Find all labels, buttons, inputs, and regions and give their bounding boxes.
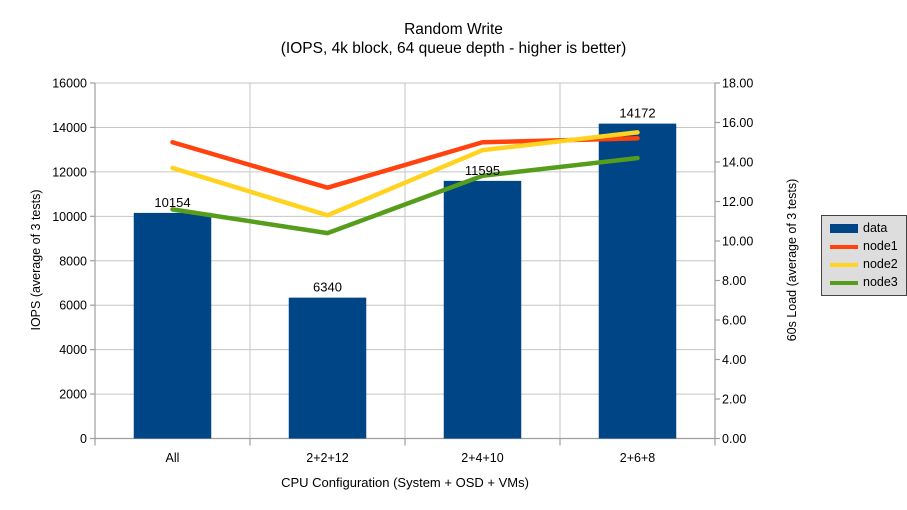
line-node3 [170, 155, 640, 236]
left-axis-tick-label: 6000 [59, 299, 87, 313]
right-axis-tick-label: 14.00 [722, 156, 753, 170]
chart-title: Random Write [404, 21, 503, 38]
legend: data node1 node2 node3 [821, 215, 907, 296]
right-axis-tick-label: 2.00 [722, 393, 746, 407]
left-axis-tick-label: 8000 [59, 254, 87, 268]
legend-item-node2: node2 [830, 258, 898, 271]
legend-label: node3 [863, 275, 898, 289]
category-label: 2+2+12 [306, 451, 348, 465]
legend-label: node2 [863, 257, 898, 271]
legend-swatch-node1 [830, 244, 858, 249]
right-axis-tick-label: 18.00 [722, 77, 753, 91]
right-axis-tick-label: 8.00 [722, 274, 746, 288]
right-axis-tick-label: 10.00 [722, 235, 753, 249]
left-axis-tick-label: 4000 [59, 343, 87, 357]
category-label: 2+4+10 [461, 451, 503, 465]
legend-item-data: data [830, 222, 898, 235]
legend-label: node1 [863, 239, 898, 253]
bar-data-label: 6340 [313, 280, 342, 295]
right-axis-tick-label: 0.00 [722, 432, 746, 446]
left-axis-tick-label: 16000 [52, 77, 87, 91]
right-axis-tick-label: 4.00 [722, 353, 746, 367]
bar-data [288, 297, 367, 439]
legend-swatch-node2 [830, 262, 858, 267]
legend-item-node3: node3 [830, 276, 898, 289]
legend-label: data [863, 221, 888, 235]
bar-data [133, 212, 212, 439]
right-axis-tick-label: 6.00 [722, 314, 746, 328]
bar-data [598, 123, 677, 439]
legend-swatch-node3 [830, 280, 858, 285]
x-axis-title: CPU Configuration (System + OSD + VMs) [281, 475, 529, 490]
left-axis-tick-label: 14000 [52, 121, 87, 135]
legend-swatch-data [830, 224, 858, 233]
left-axis-tick-label: 0 [80, 432, 87, 446]
category-label: 2+6+8 [620, 451, 656, 465]
category-label: All [166, 451, 180, 465]
chart-subtitle: (IOPS, 4k block, 64 queue depth - higher… [280, 40, 627, 57]
left-axis-tick-label: 10000 [52, 210, 87, 224]
left-axis-tick-label: 2000 [59, 388, 87, 402]
bar-data-label: 14172 [619, 106, 655, 121]
bar-data-label: 11595 [465, 163, 500, 178]
right-axis-tick-label: 16.00 [722, 116, 753, 130]
line-node2 [170, 130, 640, 218]
bar-data-label: 10154 [154, 195, 190, 210]
legend-item-node1: node1 [830, 240, 898, 253]
bar-data [443, 180, 522, 439]
right-axis-tick-label: 12.00 [722, 195, 753, 209]
left-axis-tick-label: 12000 [52, 165, 87, 179]
chart-title-block: Random Write (IOPS, 4k block, 64 queue d… [0, 20, 907, 58]
